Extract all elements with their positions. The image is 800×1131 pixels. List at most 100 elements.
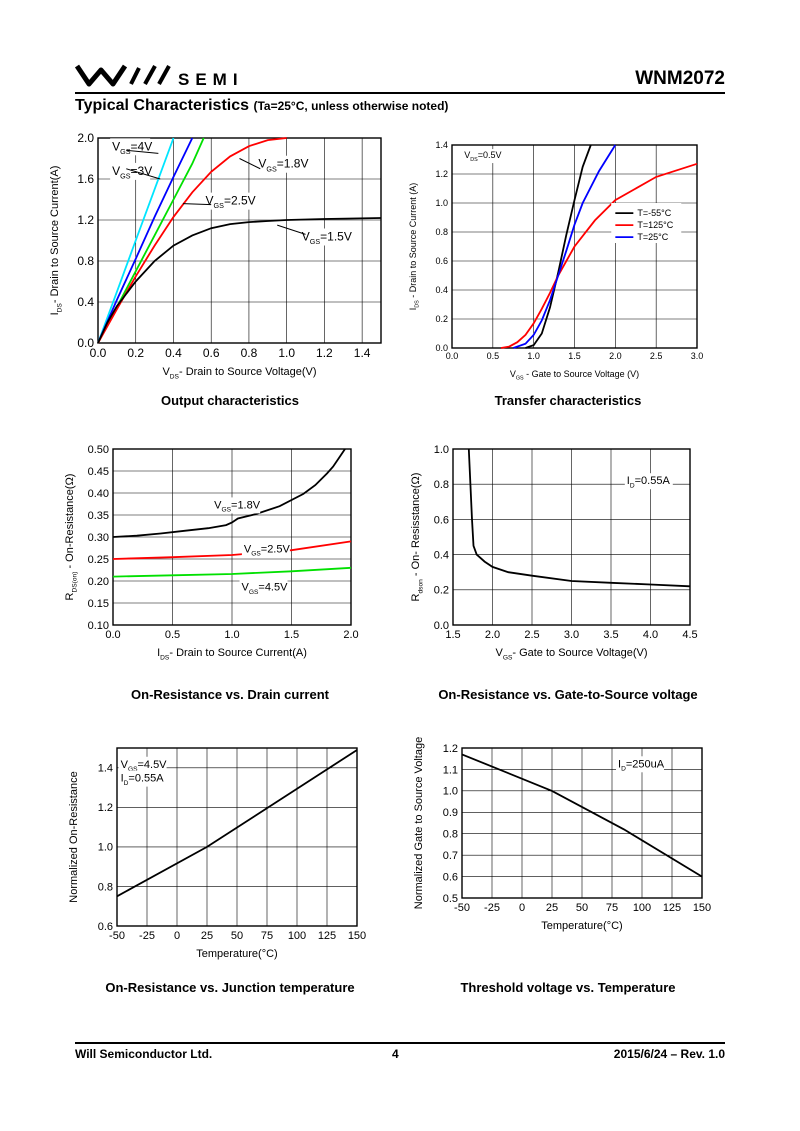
y-tick-label: 0.2: [435, 314, 448, 324]
annotation: VGS=4V: [110, 138, 159, 156]
x-tick-label: 0.5: [165, 629, 180, 641]
y-tick-label: 2.0: [77, 131, 94, 145]
transfer-characteristics-chart: 0.0 0.5 1.0 1.5 2.0 2.5 3.0 0.0 0.2 0.4 0.6 0.8 1.0 1…: [408, 140, 704, 382]
x-tick-label: -50: [109, 930, 125, 942]
series-line: [116, 749, 358, 898]
annotation-arrow: [182, 203, 212, 206]
on-resistance-vs-gate-voltage-chart: 1.5 2.0 2.5 3.0 3.5 4.0 4.5 0.0 0.2 0.4 0.6 0.8 1.0 V…: [410, 444, 698, 661]
series-line: [97, 137, 175, 344]
annotation-label: ID=0.55A: [627, 475, 671, 489]
annotation-label: VGS=1.8V: [214, 499, 261, 513]
plot-frame: [451, 144, 698, 349]
annotation-bg: [256, 155, 309, 173]
y-tick-label: 1.0: [435, 198, 448, 208]
series-line: [525, 144, 592, 349]
y-tick-label: 0.6: [98, 921, 113, 933]
x-tick-label: 0.6: [203, 346, 220, 360]
footer-rule: [75, 1042, 725, 1044]
y-tick-label: 0.2: [434, 585, 449, 597]
x-tick-label: 0.0: [446, 351, 459, 361]
y-tick-label: 0.45: [88, 466, 109, 478]
x-tick-label: 2.5: [650, 351, 663, 361]
caption-transfer: Transfer characteristics: [494, 393, 642, 408]
footer-company: Will Semiconductor Ltd.: [75, 1047, 213, 1061]
x-axis-label: Temperature(°C): [196, 948, 277, 960]
annotation-bg: [212, 497, 261, 514]
y-tick-label: 0.0: [434, 620, 449, 632]
y-tick-label: 0.8: [435, 227, 448, 237]
y-axis-label: Normalized On-Resistance: [68, 771, 80, 902]
y-tick-label: 1.2: [435, 169, 448, 179]
annotation-bg: [299, 228, 352, 246]
x-tick-label: 0.0: [90, 346, 107, 360]
x-tick-label: 125: [663, 902, 681, 914]
page-header: SEMI WNM2072: [75, 60, 725, 92]
x-tick-label: 1.0: [278, 346, 295, 360]
on-resistance-vs-drain-current-chart: 0.0 0.5 1.0 1.5 2.0 0.10 0.15 0.20 0.25 0.30 0.35 0…: [64, 444, 359, 661]
y-tick-label: 0.5: [443, 893, 458, 905]
x-tick-label: -25: [139, 930, 155, 942]
x-tick-label: 0: [174, 930, 180, 942]
on-resistance-vs-temperature-chart: -50 -25 0 25 50 75 100 125 150 0.6 0.8 1.0 1.2 1.4 Tem…: [68, 747, 366, 960]
x-tick-label: 0.5: [487, 351, 500, 361]
x-tick-label: 1.5: [284, 629, 299, 641]
annotation-arrow: [239, 158, 261, 170]
y-tick-label: 0.8: [98, 881, 113, 893]
y-tick-label: 1.0: [98, 842, 113, 854]
x-tick-label: 2.5: [524, 629, 539, 641]
company-logo: [75, 64, 171, 87]
y-tick-label: 0.40: [88, 488, 109, 500]
y-tick-label: 0.30: [88, 532, 109, 544]
legend-label: T=125°C: [637, 220, 673, 230]
y-tick-label: 0.8: [434, 479, 449, 491]
y-tick-label: 0.9: [443, 807, 458, 819]
annotation-label: VGS=1.8V: [258, 157, 308, 174]
annotation-bg: [118, 770, 167, 787]
annotation: VGS=3V: [110, 162, 161, 181]
annotation-label: VGS=4.5V: [242, 582, 289, 596]
annotation-label: VGS=4.5V: [121, 759, 168, 773]
x-tick-label: 125: [318, 930, 336, 942]
brand-text: SEMI: [178, 70, 244, 89]
x-tick-label: 3.0: [691, 351, 704, 361]
annotation-label: ID=0.55A: [121, 773, 165, 787]
series-line: [97, 137, 194, 344]
section-condition: (Ta=25°C, unless otherwise noted): [253, 99, 449, 113]
x-tick-label: 2.0: [609, 351, 622, 361]
plot-frame: [97, 137, 382, 344]
y-tick-label: 0.6: [434, 514, 449, 526]
annotation-bg: [462, 149, 503, 164]
caption-ron-gate: On-Resistance vs. Gate-to-Source voltage: [438, 687, 698, 702]
y-tick-label: 1.2: [77, 213, 94, 227]
y-tick-label: 0.20: [88, 576, 109, 588]
y-tick-label: 0.25: [88, 554, 109, 566]
annotation: VGS=1.5V: [277, 224, 352, 246]
x-tick-label: 1.4: [354, 346, 371, 360]
x-tick-label: 150: [348, 930, 366, 942]
x-tick-label: 1.0: [527, 351, 540, 361]
y-tick-label: 0.8: [77, 254, 94, 268]
x-tick-label: 50: [231, 930, 243, 942]
x-tick-label: 1.2: [316, 346, 333, 360]
annotation: ID=0.55A: [624, 473, 673, 490]
x-tick-label: 25: [546, 902, 558, 914]
x-axis-label: VGS - Gate to Source Voltage (V): [510, 369, 639, 382]
annotation: ID=250uA: [616, 756, 665, 773]
y-tick-label: 1.4: [98, 763, 113, 775]
annotation: VGS=2.5V: [241, 541, 290, 558]
series-line: [97, 137, 287, 344]
x-tick-label: 150: [693, 902, 711, 914]
y-tick-label: 0.6: [443, 871, 458, 883]
x-axis-label: VGS- Gate to Source Voltage(V): [495, 647, 647, 661]
x-tick-label: 0.0: [105, 629, 120, 641]
threshold-voltage-vs-temperature-chart: -50 -25 0 25 50 75 100 125 150 0.5 0.6 0.7 0.8 0.9 1.0…: [413, 737, 711, 932]
annotation: VGS=4.5V: [239, 579, 289, 596]
header-rule: [75, 92, 725, 94]
x-tick-label: 4.5: [682, 629, 697, 641]
legend-label: T=25°C: [637, 232, 668, 242]
x-tick-label: 4.0: [643, 629, 658, 641]
grid: [461, 747, 703, 899]
series-line: [467, 448, 691, 588]
y-axis-label: RDS(on) - On-Resistance(Ω): [64, 474, 78, 601]
y-tick-label: 0.4: [434, 549, 449, 561]
